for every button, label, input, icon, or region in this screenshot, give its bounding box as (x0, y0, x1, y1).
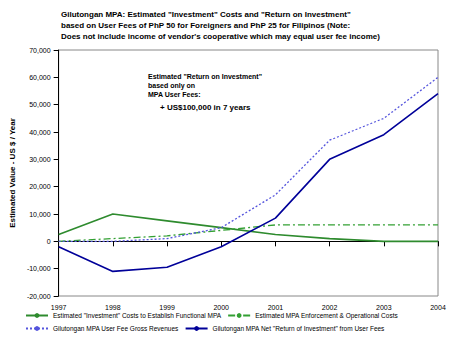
svg-text:Does not include income of ven: Does not include income of vendor's coop… (61, 32, 380, 41)
svg-text:Gilutongan MPA Net "Return of: Gilutongan MPA Net "Return of Investment… (213, 325, 386, 333)
svg-text:1998: 1998 (105, 304, 121, 311)
svg-text:-20,000: -20,000 (27, 293, 51, 300)
svg-text:2001: 2001 (268, 304, 284, 311)
svg-text:1997: 1997 (51, 304, 67, 311)
svg-text:Estimated MPA Enforcement & Op: Estimated MPA Enforcement & Operational … (255, 312, 398, 320)
svg-text:0: 0 (47, 238, 51, 245)
svg-text:+ US$100,000 in 7 years: + US$100,000 in 7 years (160, 103, 251, 112)
svg-text:2004: 2004 (430, 304, 446, 311)
svg-text:Gilutongan MPA User Fee Gross: Gilutongan MPA User Fee Gross Revenues (53, 325, 179, 333)
svg-text:MPA User Fees:: MPA User Fees: (148, 91, 201, 98)
svg-text:60,000: 60,000 (29, 74, 51, 81)
svg-text:20,000: 20,000 (29, 183, 51, 190)
svg-text:2002: 2002 (322, 304, 338, 311)
svg-text:Estimated "Investment" Costs t: Estimated "Investment" Costs to Establis… (53, 312, 222, 319)
svg-text:70,000: 70,000 (29, 47, 51, 54)
svg-text:1999: 1999 (159, 304, 175, 311)
svg-text:-10,000: -10,000 (27, 265, 51, 272)
svg-text:Gilutongan MPA: Estimated "Inv: Gilutongan MPA: Estimated "Investment" C… (61, 10, 351, 19)
svg-text:50,000: 50,000 (29, 101, 51, 108)
svg-text:Estimated "Return on Investmen: Estimated "Return on Investment" (148, 73, 262, 80)
svg-text:Estimated Value - US $ / Year: Estimated Value - US $ / Year (8, 118, 17, 228)
svg-text:2000: 2000 (213, 304, 229, 311)
svg-text:based on User Fees of PhP 50 f: based on User Fees of PhP 50 for Foreign… (61, 21, 350, 30)
svg-text:2003: 2003 (376, 304, 392, 311)
svg-text:10,000: 10,000 (29, 211, 51, 218)
svg-text:40,000: 40,000 (29, 129, 51, 136)
svg-text:based only on: based only on (148, 82, 195, 90)
svg-text:30,000: 30,000 (29, 156, 51, 163)
